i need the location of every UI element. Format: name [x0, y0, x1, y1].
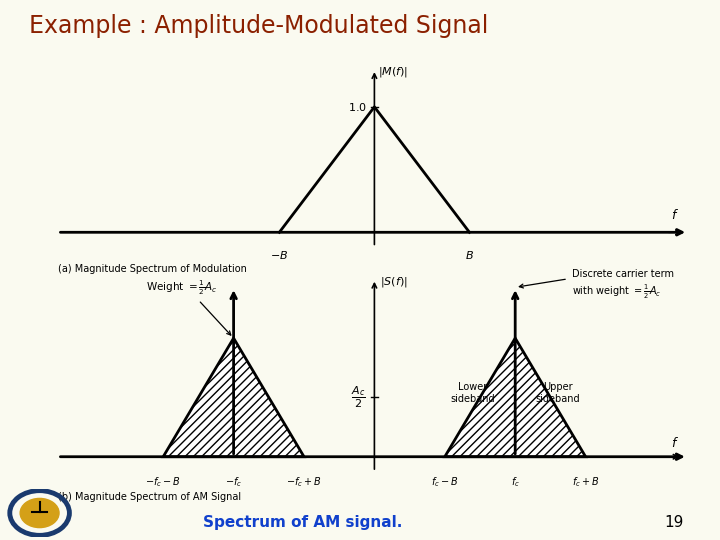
Circle shape — [20, 498, 59, 528]
Text: $-B$: $-B$ — [270, 248, 289, 261]
Text: Discrete carrier term: Discrete carrier term — [572, 269, 673, 279]
Text: with weight $=\frac{1}{2}A_c$: with weight $=\frac{1}{2}A_c$ — [572, 283, 661, 301]
Text: $B$: $B$ — [465, 248, 474, 261]
Text: (b) Magnitude Spectrum of AM Signal: (b) Magnitude Spectrum of AM Signal — [58, 492, 240, 502]
Text: $|S(f)|$: $|S(f)|$ — [379, 275, 408, 288]
Text: $-f_c$: $-f_c$ — [225, 475, 242, 489]
Text: $-f_c+B$: $-f_c+B$ — [286, 475, 322, 489]
Text: Spectrum of AM signal.: Spectrum of AM signal. — [203, 515, 402, 530]
Text: Example : Amplitude-Modulated Signal: Example : Amplitude-Modulated Signal — [29, 14, 488, 37]
Polygon shape — [163, 338, 304, 457]
Text: $\dfrac{A_c}{2}$: $\dfrac{A_c}{2}$ — [351, 385, 366, 410]
Polygon shape — [445, 338, 585, 457]
Text: Upper
sideband: Upper sideband — [535, 382, 580, 404]
Text: Weight $=\frac{1}{2}A_c$: Weight $=\frac{1}{2}A_c$ — [145, 278, 217, 296]
Text: (a) Magnitude Spectrum of Modulation: (a) Magnitude Spectrum of Modulation — [58, 264, 246, 274]
Text: $f$: $f$ — [671, 208, 680, 222]
Text: $f_c$: $f_c$ — [510, 475, 520, 489]
Text: $f_c+B$: $f_c+B$ — [572, 475, 599, 489]
Text: $|M(f)|$: $|M(f)|$ — [377, 65, 408, 79]
Text: $1.0$: $1.0$ — [348, 101, 366, 113]
Text: $-f_c-B$: $-f_c-B$ — [145, 475, 181, 489]
Text: $f$: $f$ — [671, 436, 680, 450]
Text: Lower
sideband: Lower sideband — [451, 382, 495, 404]
Text: $f_c-B$: $f_c-B$ — [431, 475, 459, 489]
Text: 19: 19 — [665, 515, 684, 530]
